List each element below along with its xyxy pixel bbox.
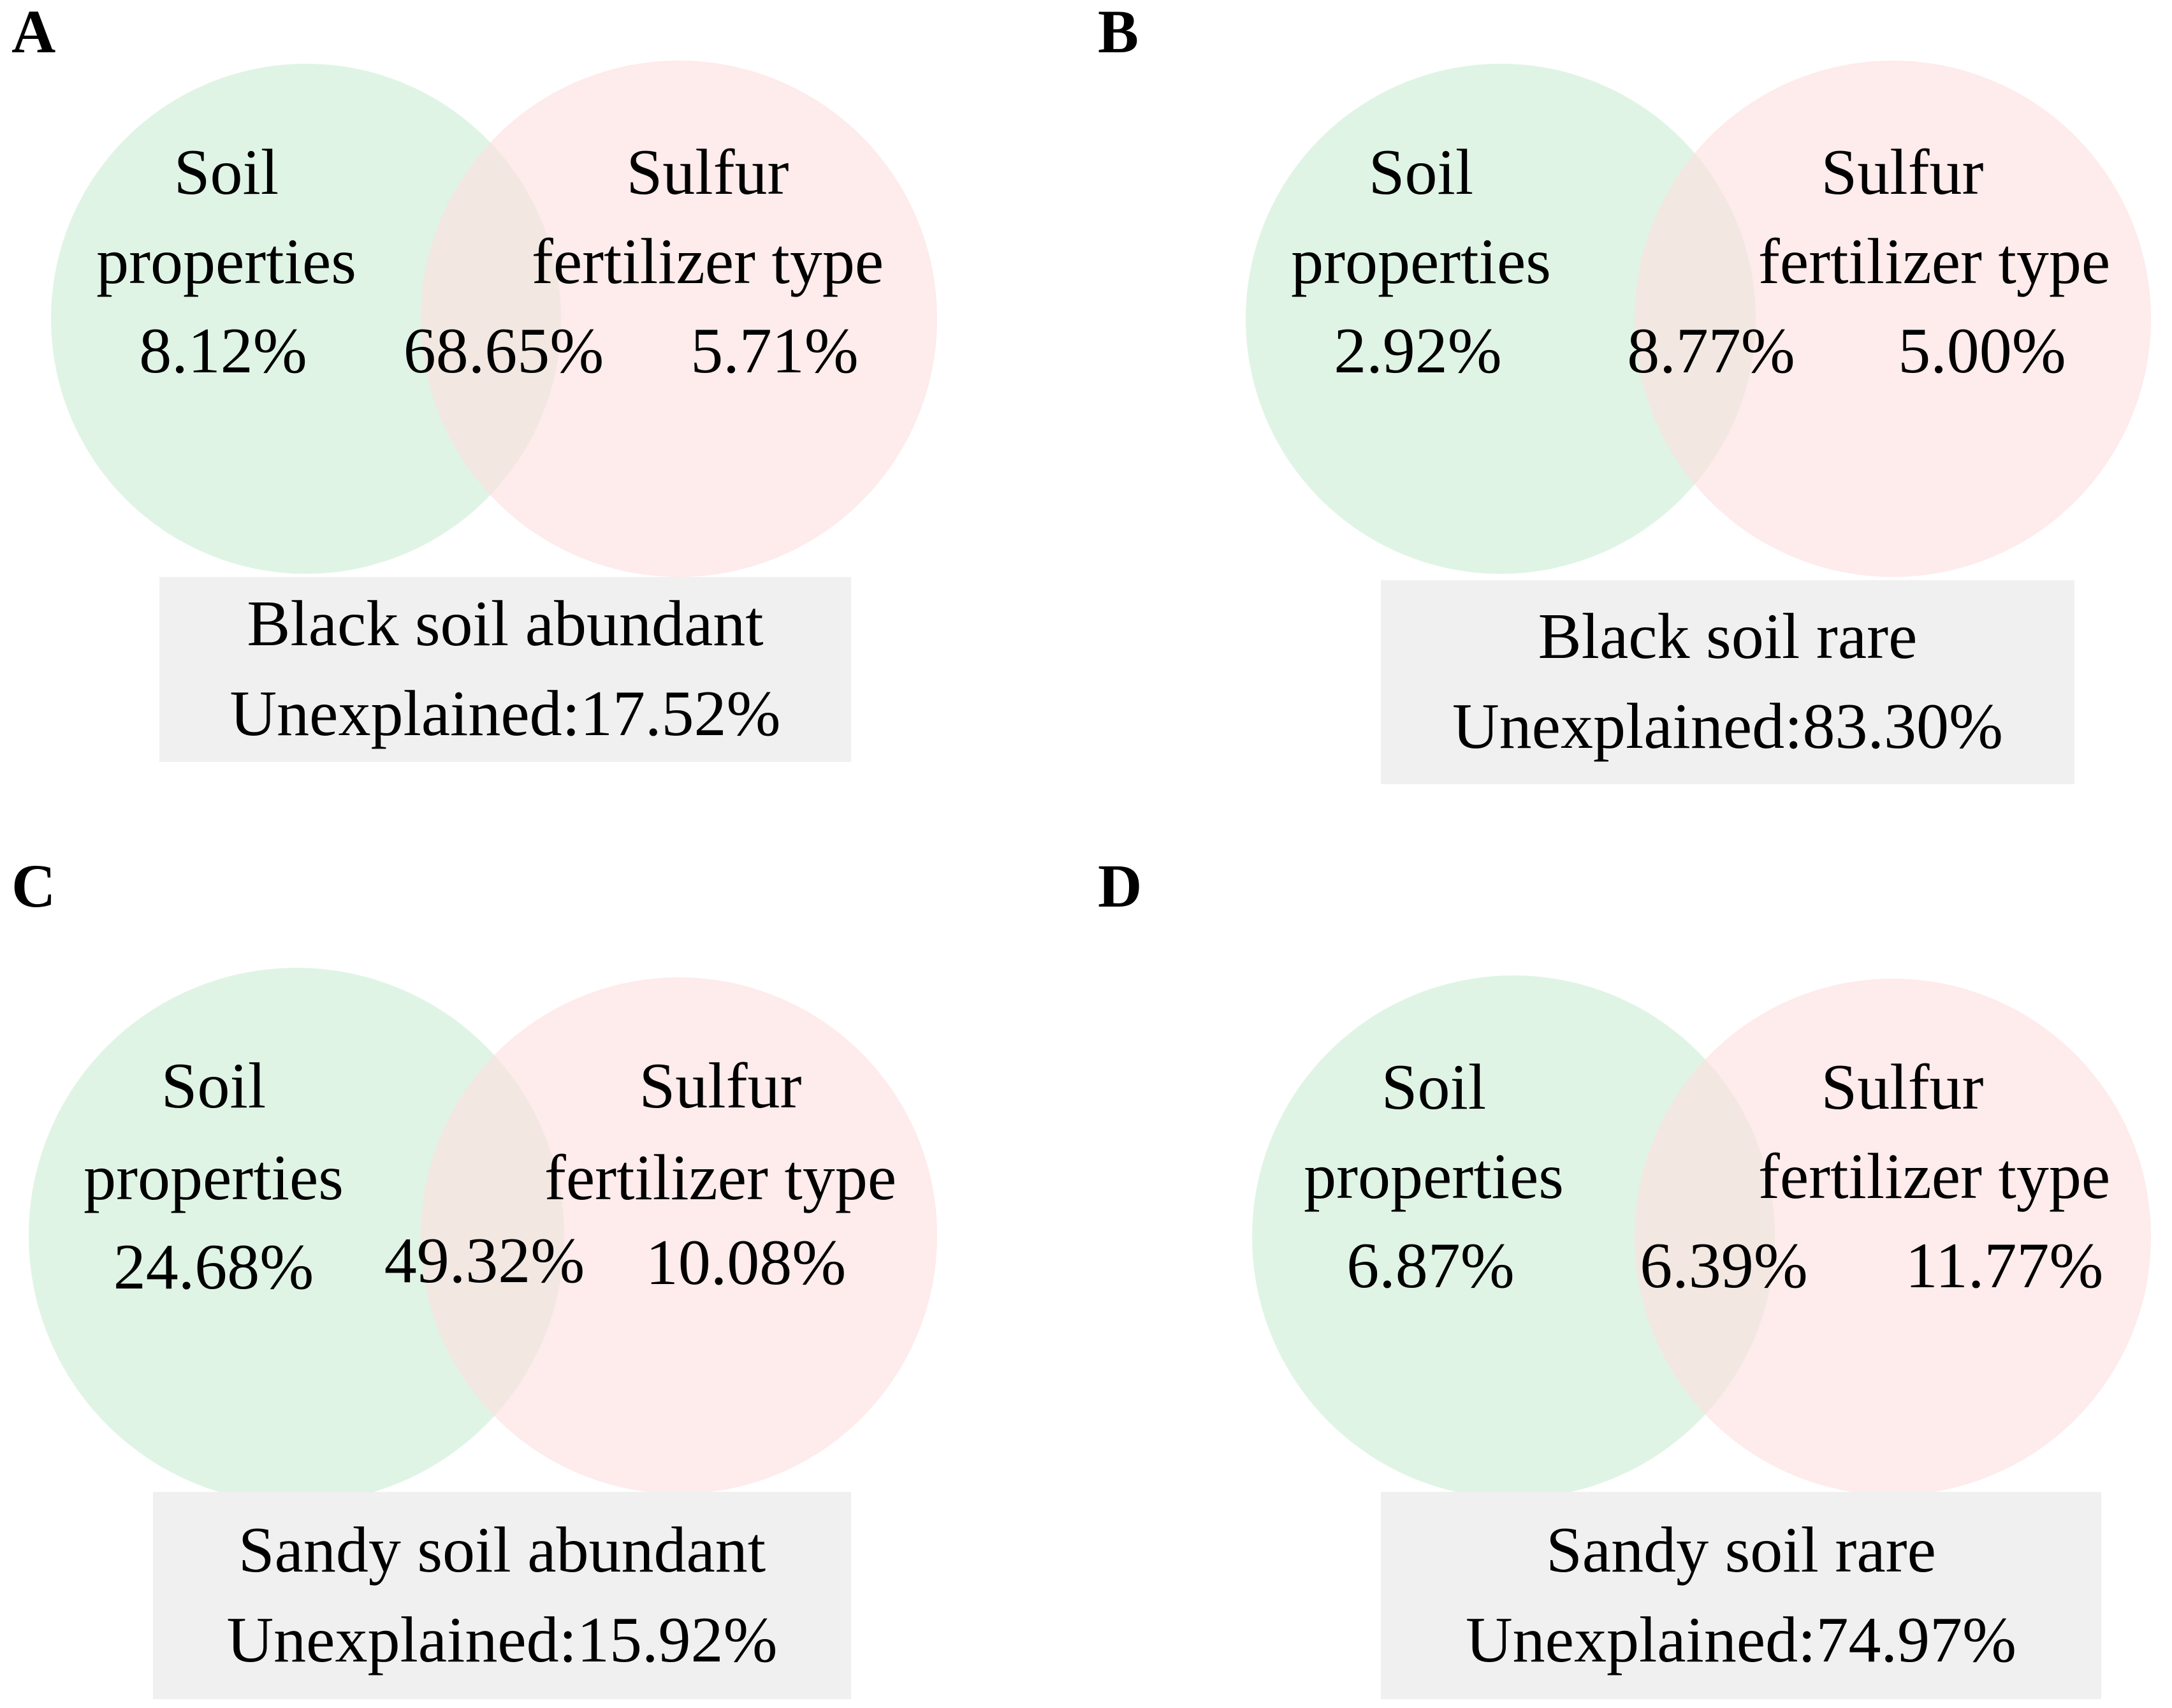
soil-label-line2: properties: [84, 1142, 344, 1214]
soil-properties-circle: [1252, 975, 1775, 1498]
legend-box: Black soil abundant Unexplained:17.52%: [159, 577, 851, 762]
sulfur-unique-value: 10.08%: [645, 1227, 847, 1299]
venn-diagram: [1246, 61, 2151, 577]
panel-letter: B: [1098, 0, 1139, 66]
soil-unique-value: 8.12%: [139, 315, 307, 387]
venn-panel-c: C Soil properties Sulfur fertilizer type…: [0, 854, 1086, 1708]
soil-properties-circle: [51, 64, 561, 574]
sulfur-fertilizer-circle: [1635, 61, 2151, 577]
legend-box: Sandy soil rare Unexplained:74.97%: [1381, 1492, 2101, 1699]
sulfur-fertilizer-circle: [1635, 979, 2151, 1495]
shared-value: 68.65%: [403, 315, 604, 387]
legend-unexplained: Unexplained:17.52%: [230, 678, 781, 750]
sulfur-label-line2: fertilizer type: [531, 226, 884, 298]
venn-diagram: [29, 968, 937, 1503]
sulfur-label-line2: fertilizer type: [1758, 226, 2111, 298]
shared-value: 8.77%: [1627, 315, 1795, 387]
soil-label-line1: Soil: [1381, 1051, 1487, 1123]
soil-unique-value: 24.68%: [113, 1231, 314, 1303]
venn-panel-a: A Soil properties Sulfur fertilizer type…: [0, 0, 1086, 854]
sulfur-unique-value: 5.71%: [690, 315, 859, 387]
shared-value: 49.32%: [384, 1225, 585, 1297]
soil-label-line2: properties: [1304, 1141, 1564, 1213]
soil-label-line1: Soil: [1368, 136, 1474, 208]
sulfur-unique-value: 5.00%: [1898, 315, 2066, 387]
venn-diagram: [51, 61, 937, 577]
legend-unexplained: Unexplained:15.92%: [226, 1603, 778, 1676]
soil-unique-value: 2.92%: [1334, 315, 1502, 387]
sulfur-unique-value: 11.77%: [1905, 1230, 2104, 1302]
sulfur-fertilizer-circle: [421, 61, 937, 577]
sulfur-label-line1: Sulfur: [1821, 1051, 1984, 1123]
legend-unexplained: Unexplained:74.97%: [1466, 1603, 2016, 1676]
soil-properties-circle: [1246, 64, 1756, 574]
sulfur-label-line2: fertilizer type: [544, 1142, 897, 1214]
sulfur-label-line1: Sulfur: [1821, 136, 1984, 208]
panel-letter: A: [11, 0, 56, 66]
panel-letter: C: [11, 852, 56, 920]
soil-label-line1: Soil: [161, 1050, 266, 1122]
legend-title: Black soil abundant: [247, 588, 764, 661]
legend-unexplained: Unexplained:83.30%: [1452, 690, 2003, 763]
legend-box: Black soil rare Unexplained:83.30%: [1381, 580, 2074, 784]
panel-letter: D: [1098, 852, 1142, 920]
soil-label-line1: Soil: [173, 136, 279, 208]
venn-panel-b: B Soil properties Sulfur fertilizer type…: [1086, 0, 2172, 854]
soil-unique-value: 6.87%: [1346, 1230, 1515, 1302]
legend-box: Sandy soil abundant Unexplained:15.92%: [153, 1492, 851, 1699]
legend-title: Sandy soil abundant: [238, 1514, 766, 1586]
sulfur-fertilizer-circle: [421, 977, 937, 1494]
legend-title: Black soil rare: [1538, 601, 1918, 673]
sulfur-label-line1: Sulfur: [626, 136, 789, 208]
legend-title: Sandy soil rare: [1546, 1514, 1936, 1586]
soil-label-line2: properties: [1291, 226, 1551, 298]
venn-diagram: [1252, 975, 2151, 1498]
shared-value: 6.39%: [1640, 1230, 1808, 1302]
sulfur-label-line1: Sulfur: [639, 1050, 802, 1122]
sulfur-label-line2: fertilizer type: [1758, 1141, 2111, 1213]
venn-panel-d: D Soil properties Sulfur fertilizer type…: [1086, 854, 2172, 1708]
soil-properties-circle: [29, 968, 564, 1503]
soil-label-line2: properties: [96, 226, 356, 298]
